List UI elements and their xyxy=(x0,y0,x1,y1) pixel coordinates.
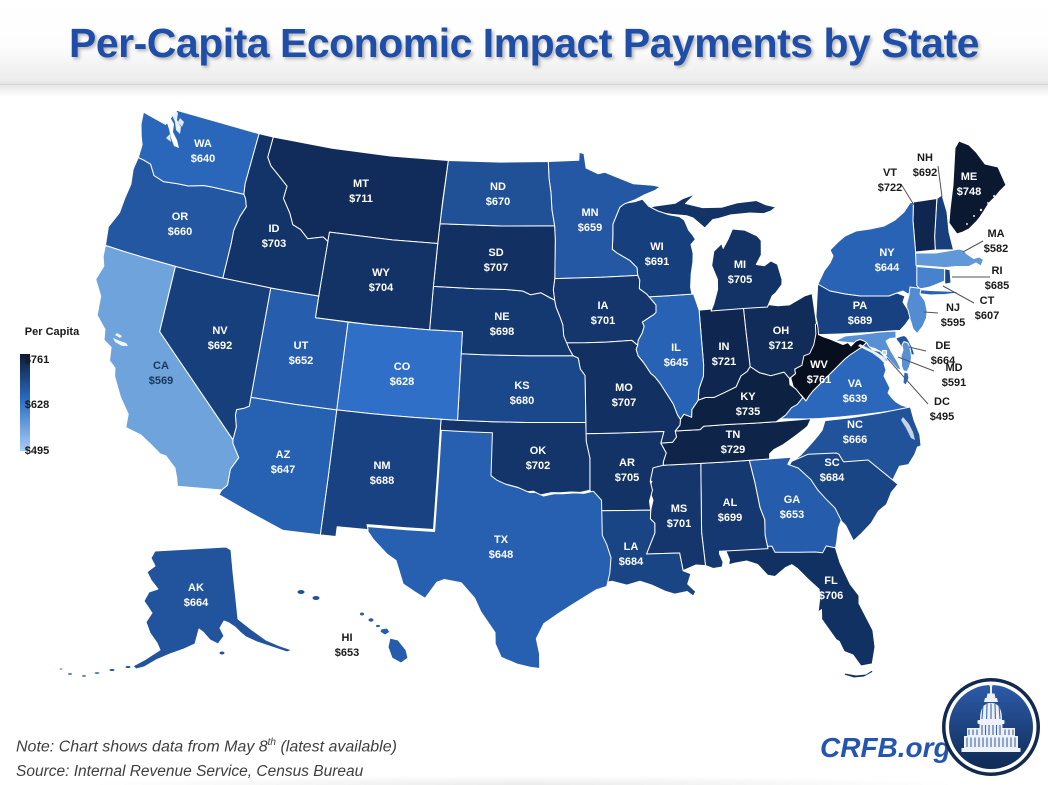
svg-text:$761: $761 xyxy=(25,354,49,366)
svg-text:NJ$595: NJ $595 xyxy=(941,302,965,329)
svg-text:DC$495: DC $495 xyxy=(930,396,954,423)
svg-text:CT$607: CT $607 xyxy=(975,295,999,322)
svg-text:$628: $628 xyxy=(25,399,49,411)
svg-text:HI$653: HI $653 xyxy=(335,632,359,659)
svg-text:Per Capita: Per Capita xyxy=(25,326,80,338)
svg-text:MA$582: MA $582 xyxy=(984,228,1008,255)
svg-text:RI$685: RI $685 xyxy=(985,265,1009,292)
svg-text:VT$722: VT $722 xyxy=(878,167,902,194)
svg-text:MD$591: MD $591 xyxy=(942,362,966,389)
svg-text:NH$692: NH $692 xyxy=(913,152,937,179)
svg-text:$495: $495 xyxy=(25,445,49,457)
